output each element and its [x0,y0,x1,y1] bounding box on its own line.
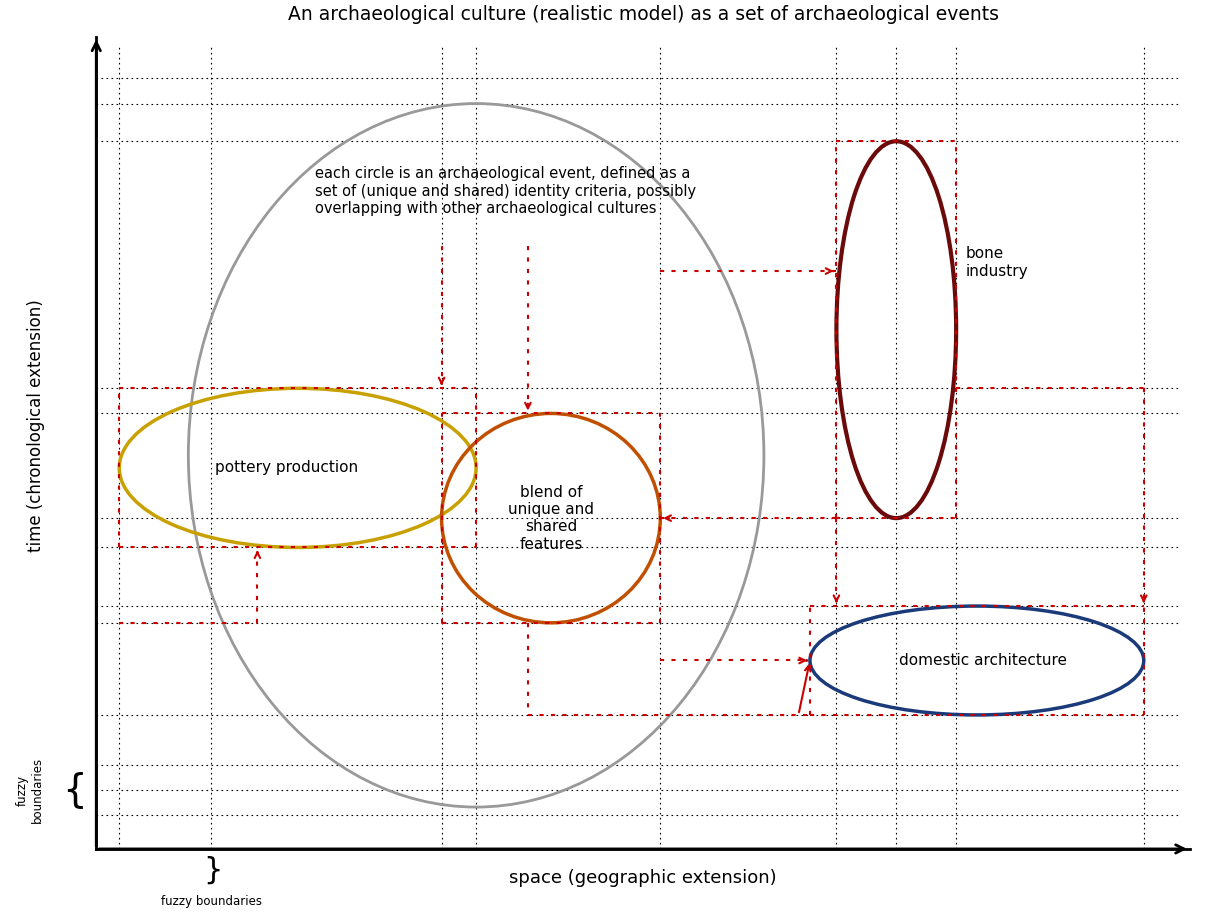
Text: fuzzy
boundaries: fuzzy boundaries [16,757,44,824]
Text: domestic architecture: domestic architecture [898,653,1066,668]
Text: fuzzy boundaries: fuzzy boundaries [161,895,262,908]
Text: space (geographic extension): space (geographic extension) [509,868,776,887]
Text: blend of
unique and
shared
features: blend of unique and shared features [507,485,594,551]
Text: $\}$: $\}$ [202,854,220,886]
Text: bone
industry: bone industry [965,247,1028,278]
Text: An archaeological culture (realistic model) as a set of archaeological events: An archaeological culture (realistic mod… [287,5,998,24]
Text: $\{$: $\{$ [62,770,84,811]
Text: each circle is an archaeological event, defined as a
set of (unique and shared) : each circle is an archaeological event, … [315,166,696,216]
Text: pottery production: pottery production [214,460,358,476]
Text: time (chronological extension): time (chronological extension) [28,299,45,552]
